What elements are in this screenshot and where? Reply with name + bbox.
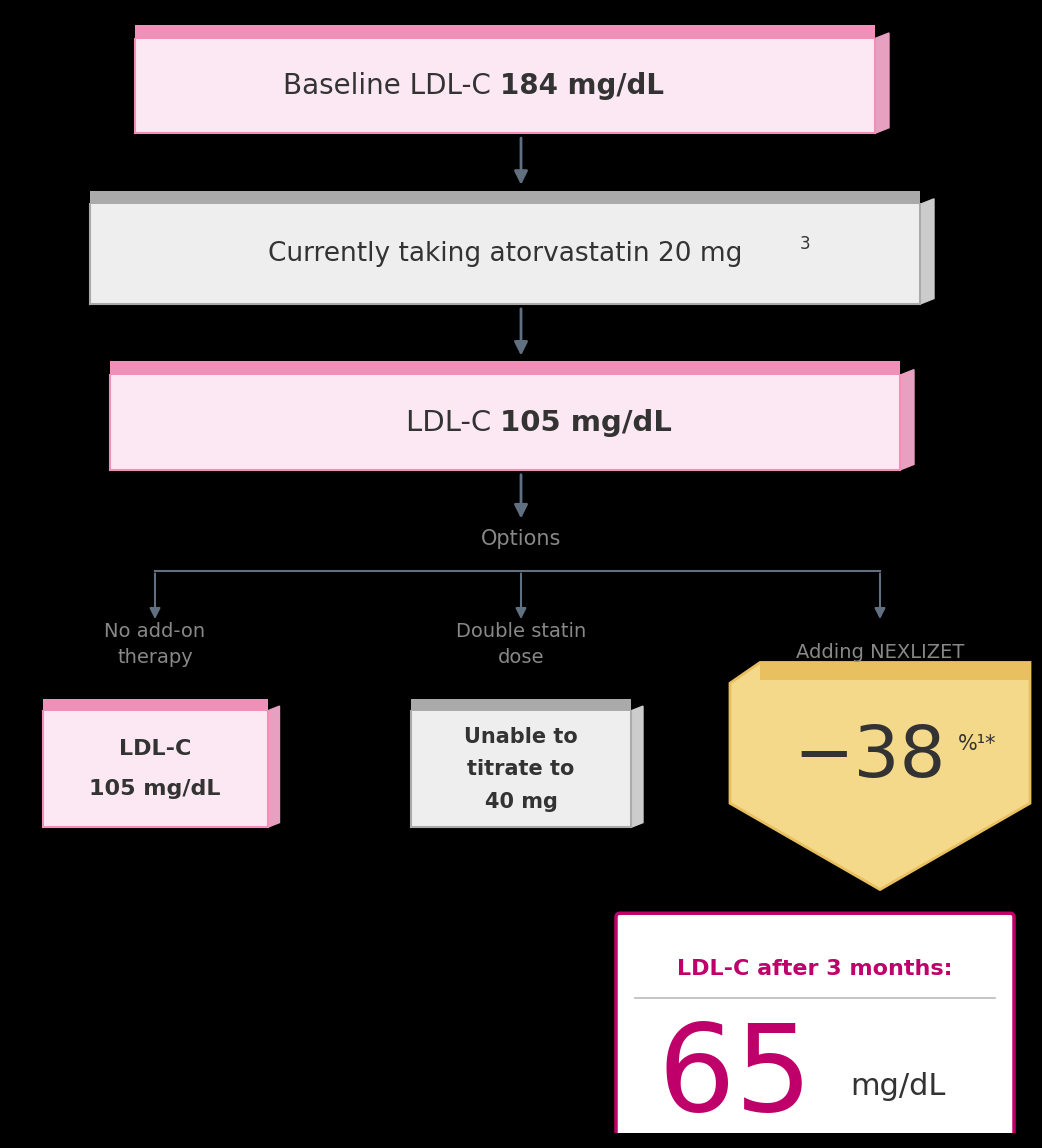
Text: LDL-C after 3 months:: LDL-C after 3 months:	[677, 959, 952, 978]
FancyBboxPatch shape	[110, 362, 900, 375]
FancyBboxPatch shape	[90, 204, 920, 304]
Text: Adding NEXLIZET: Adding NEXLIZET	[796, 643, 964, 662]
FancyBboxPatch shape	[411, 711, 631, 828]
Text: −38: −38	[794, 723, 946, 792]
FancyBboxPatch shape	[110, 375, 900, 470]
Polygon shape	[730, 662, 1029, 890]
FancyBboxPatch shape	[90, 191, 920, 204]
Text: LDL-C: LDL-C	[405, 409, 500, 436]
Text: Unable to: Unable to	[464, 727, 578, 746]
Text: titrate to: titrate to	[467, 759, 575, 779]
Text: 65: 65	[658, 1018, 813, 1135]
Text: %¹*: %¹*	[958, 734, 996, 754]
Text: mg/dL: mg/dL	[850, 1072, 945, 1101]
Polygon shape	[631, 706, 643, 828]
Polygon shape	[920, 199, 934, 304]
Text: Currently taking atorvastatin 20 mg: Currently taking atorvastatin 20 mg	[268, 241, 742, 267]
FancyBboxPatch shape	[43, 711, 268, 828]
Text: 184 mg/dL: 184 mg/dL	[500, 72, 664, 100]
Polygon shape	[760, 662, 1029, 681]
FancyBboxPatch shape	[616, 913, 1014, 1148]
Text: 105 mg/dL: 105 mg/dL	[500, 409, 672, 436]
FancyBboxPatch shape	[135, 24, 875, 39]
FancyBboxPatch shape	[43, 699, 268, 711]
Text: Double statin
dose: Double statin dose	[456, 622, 586, 667]
Text: Baseline LDL-C: Baseline LDL-C	[283, 72, 500, 100]
Polygon shape	[875, 33, 889, 133]
Text: 40 mg: 40 mg	[485, 792, 557, 812]
Text: LDL-C: LDL-C	[119, 739, 191, 759]
Text: 3: 3	[800, 235, 811, 254]
FancyBboxPatch shape	[411, 699, 631, 711]
Polygon shape	[268, 706, 279, 828]
Polygon shape	[900, 370, 914, 470]
Text: 105 mg/dL: 105 mg/dL	[90, 778, 221, 799]
Text: No add-on
therapy: No add-on therapy	[104, 622, 205, 667]
FancyBboxPatch shape	[135, 39, 875, 133]
Text: Options: Options	[480, 529, 562, 549]
